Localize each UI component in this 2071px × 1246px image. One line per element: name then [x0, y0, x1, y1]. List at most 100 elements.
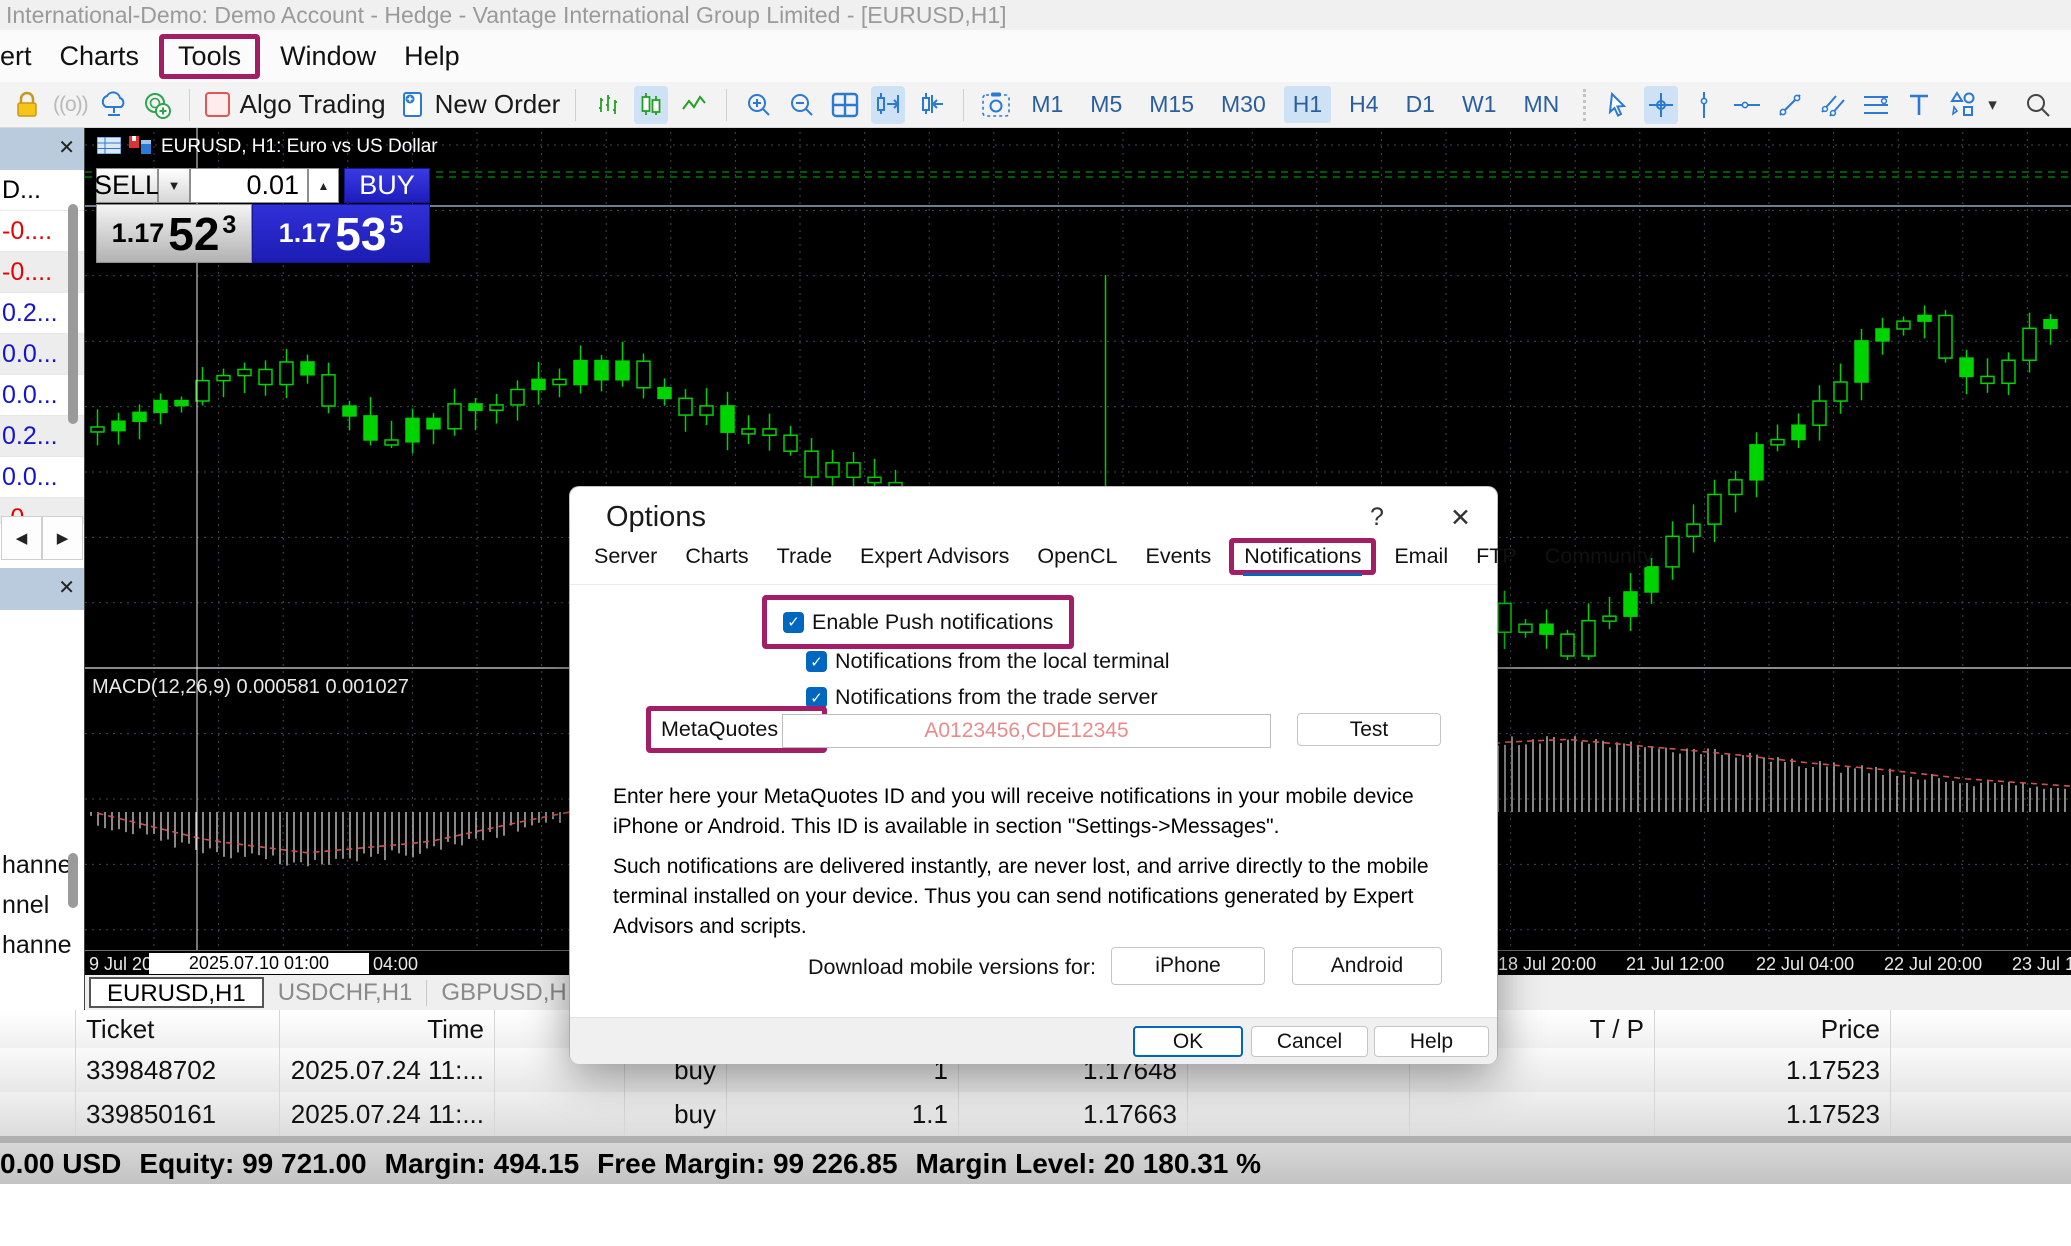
enable-push-checkbox-row[interactable]: ✓ Enable Push notifications [783, 610, 1053, 635]
channel-tool-icon[interactable] [1816, 86, 1850, 124]
new-order-icon [402, 91, 422, 117]
dialog-tab-charts[interactable]: Charts [685, 544, 749, 568]
community-icon[interactable] [140, 86, 174, 124]
timeframe-m30[interactable]: M30 [1221, 91, 1266, 117]
auto-scroll-icon[interactable] [871, 85, 906, 124]
dialog-tab-community[interactable]: Community [1544, 544, 1654, 568]
trade-server-label: Notifications from the trade server [835, 685, 1158, 709]
fibonacci-tool-icon[interactable] [1859, 86, 1893, 124]
volume-spin-up-icon[interactable]: ▲ [308, 168, 339, 203]
tile-windows-icon[interactable] [828, 86, 862, 124]
header-time[interactable]: Time [280, 1010, 495, 1048]
trendline-tool-icon[interactable] [1773, 86, 1807, 124]
timeframe-m15[interactable]: M15 [1149, 91, 1194, 117]
trade-server-checkbox-row[interactable]: ✓ Notifications from the trade server [806, 685, 1158, 710]
chart-tab-gbpusd[interactable]: GBPUSD,H [441, 978, 567, 1006]
dialog-tab-server[interactable]: Server [594, 544, 658, 568]
buy-button[interactable]: BUY [344, 168, 430, 203]
text-tool-icon[interactable] [1902, 86, 1936, 124]
header-price[interactable]: Price [1655, 1010, 1891, 1048]
equity-value: Equity: 99 721.00 [139, 1147, 367, 1179]
header-cell [0, 1010, 76, 1048]
buy-price[interactable]: 1.17 53 5 [252, 204, 430, 263]
timeframe-d1[interactable]: D1 [1405, 91, 1435, 117]
crosshair-icon[interactable] [1644, 85, 1679, 124]
lock-icon[interactable] [10, 86, 44, 124]
ok-button[interactable]: OK [1133, 1026, 1243, 1057]
scrollbar-thumb[interactable] [68, 204, 78, 424]
new-order-button[interactable]: New Order [401, 86, 560, 124]
iphone-button[interactable]: iPhone [1111, 947, 1265, 985]
dialog-close-icon[interactable]: ✕ [1450, 504, 1471, 532]
time-axis-label: 18 Jul 20:00 [1498, 954, 1597, 974]
header-ticket[interactable]: Ticket [76, 1010, 280, 1048]
order-time: 2025.07.24 11:... [280, 1092, 495, 1136]
signal-icon[interactable]: ((o)) [53, 92, 89, 116]
scroll-right-button[interactable]: ▶ [42, 516, 83, 560]
timeframe-w1[interactable]: W1 [1461, 91, 1497, 117]
data-window-header[interactable]: ✕ [0, 128, 84, 170]
cursor-icon[interactable] [1601, 86, 1635, 124]
checkbox-checked-icon[interactable]: ✓ [806, 651, 827, 672]
dialog-tab-expert-advisors[interactable]: Expert Advisors [860, 544, 1010, 568]
vertical-line-tool-icon[interactable] [1687, 86, 1721, 124]
search-icon[interactable] [2021, 86, 2055, 124]
zoom-in-icon[interactable] [742, 86, 776, 124]
dialog-tab-ftp[interactable]: FTP [1476, 544, 1517, 568]
close-icon[interactable]: ✕ [58, 577, 75, 599]
tools-dropdown-icon[interactable]: ▾ [1988, 94, 1997, 114]
bar-chart-icon[interactable] [591, 86, 625, 124]
timeframe-h1[interactable]: H1 [1283, 86, 1332, 123]
checkbox-checked-icon[interactable]: ✓ [783, 611, 804, 633]
dialog-tab-notifications[interactable]: Notifications [1243, 539, 1362, 573]
test-button[interactable]: Test [1297, 713, 1441, 746]
local-terminal-checkbox-row[interactable]: ✓ Notifications from the local terminal [806, 649, 1170, 674]
horizontal-line-tool-icon[interactable] [1730, 86, 1764, 124]
help-button[interactable]: Help [1374, 1026, 1489, 1057]
navigator-item[interactable]: hanne [0, 925, 84, 965]
line-chart-icon[interactable] [677, 86, 711, 124]
chart-shift-icon[interactable] [914, 86, 948, 124]
scrollbar-thumb[interactable] [68, 853, 78, 908]
screenshot-icon[interactable] [979, 86, 1013, 124]
order-current-price: 1.17523 [1655, 1048, 1891, 1092]
menu-tools[interactable]: Tools [159, 33, 261, 79]
close-icon[interactable]: ✕ [58, 137, 75, 159]
timeframe-mn[interactable]: MN [1523, 91, 1560, 117]
menu-help[interactable]: Help [404, 40, 460, 71]
chart-tab-usdchf[interactable]: USDCHF,H1 [277, 978, 413, 1006]
sell-button[interactable]: SELL [94, 168, 160, 203]
order-row[interactable]: 339850161 2025.07.24 11:... buy 1.1 1.17… [0, 1092, 2071, 1137]
cancel-button[interactable]: Cancel [1251, 1026, 1368, 1057]
sell-dropdown-icon[interactable]: ▼ [158, 168, 190, 203]
sell-price[interactable]: 1.17 52 3 [96, 204, 252, 263]
navigator-header[interactable]: ✕ [0, 568, 84, 610]
chart-tab-eurusd[interactable]: EURUSD,H1 [89, 977, 264, 1008]
menu-insert-cut[interactable]: ert [0, 40, 32, 71]
shapes-tool-icon[interactable] [1945, 86, 1979, 124]
cloud-icon[interactable] [97, 86, 131, 124]
dialog-tab-email[interactable]: Email [1394, 544, 1449, 568]
navigator-item[interactable]: hanne [0, 845, 84, 885]
data-window-row: 0.2... [0, 416, 84, 457]
candlestick-chart-icon[interactable] [634, 85, 669, 124]
metaquotes-id-input[interactable] [782, 714, 1271, 748]
zoom-out-icon[interactable] [785, 86, 819, 124]
menu-charts[interactable]: Charts [59, 40, 140, 71]
header-tp[interactable]: T / P [1410, 1010, 1655, 1048]
dialog-help-icon[interactable]: ? [1370, 503, 1384, 531]
dialog-tab-trade[interactable]: Trade [776, 544, 833, 568]
android-button[interactable]: Android [1292, 947, 1442, 985]
timeframe-m1[interactable]: M1 [1031, 91, 1064, 117]
algo-trading-button[interactable]: Algo Trading [204, 86, 386, 124]
timeframe-m5[interactable]: M5 [1090, 91, 1123, 117]
timeframe-h4[interactable]: H4 [1349, 91, 1379, 117]
checkbox-checked-icon[interactable]: ✓ [806, 687, 827, 708]
dialog-tab-events[interactable]: Events [1145, 544, 1212, 568]
volume-input[interactable]: 0.01 [190, 168, 308, 203]
dialog-tab-opencl[interactable]: OpenCL [1037, 544, 1118, 568]
scroll-left-button[interactable]: ◀ [1, 516, 42, 560]
menu-window[interactable]: Window [280, 40, 377, 71]
metaquotes-id-description: Enter here your MetaQuotes ID and you wi… [613, 785, 1414, 838]
order-ticket: 339850161 [76, 1092, 280, 1136]
